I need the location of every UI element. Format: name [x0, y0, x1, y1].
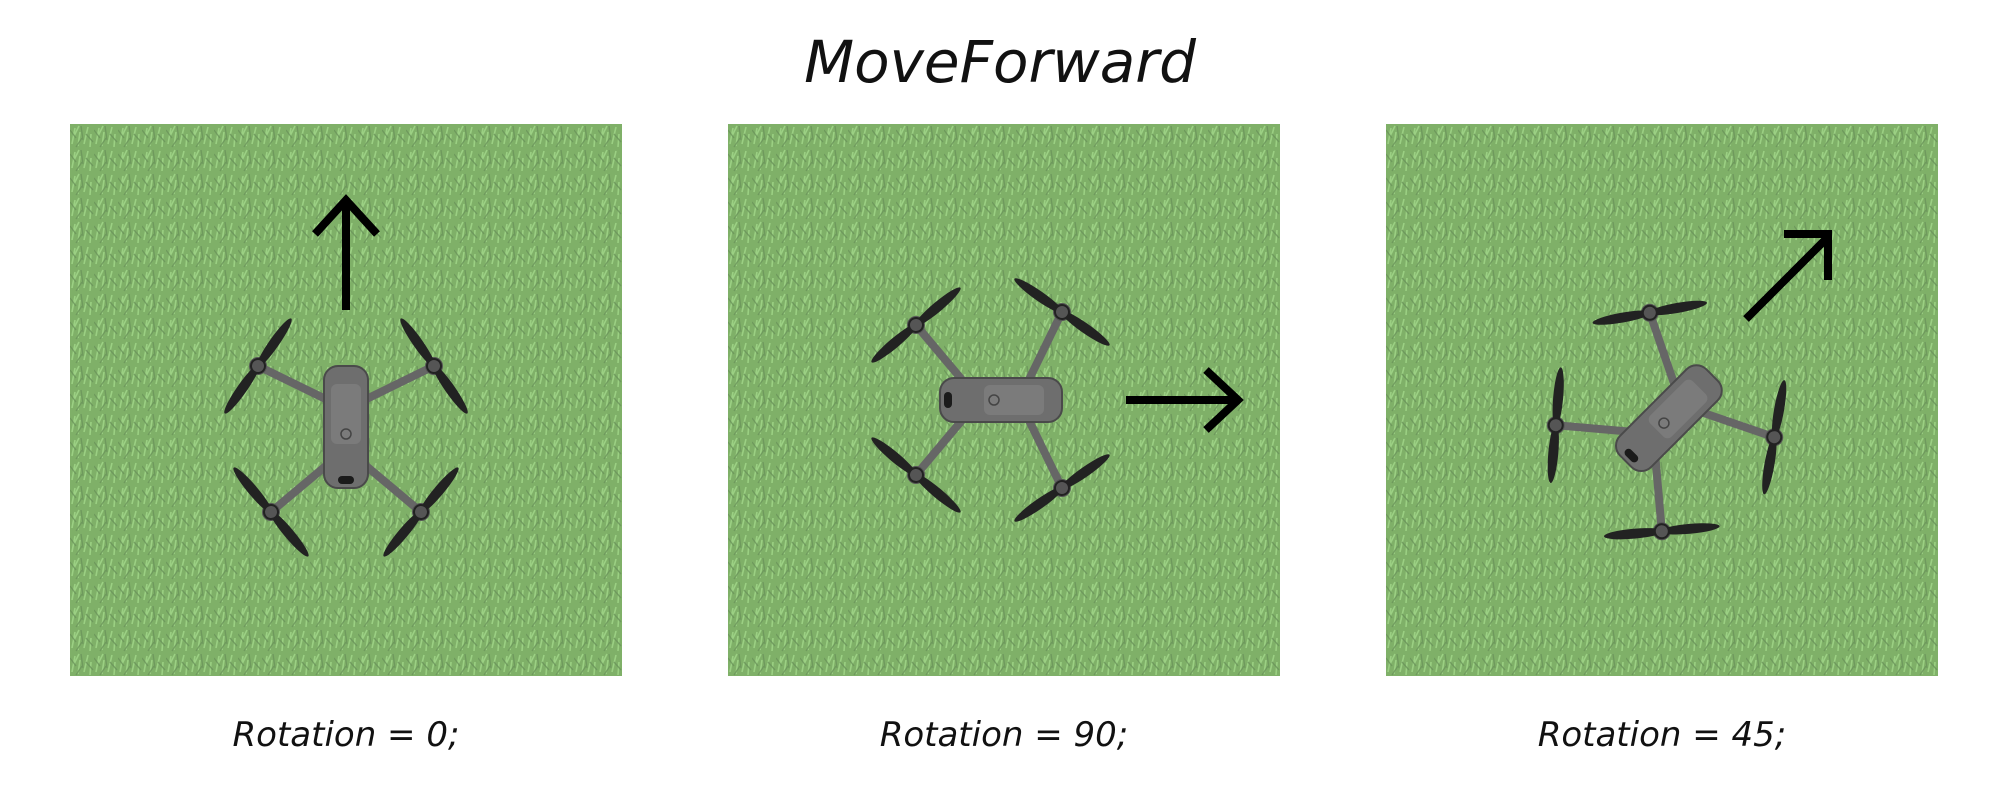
caption-rotation-45: Rotation = 45;	[1537, 715, 1787, 755]
arrow-right-icon	[1126, 367, 1244, 433]
grass-scene	[70, 124, 622, 676]
panel-rotation-90	[728, 124, 1280, 676]
arrow-up-icon	[312, 194, 380, 310]
grass-scene	[1386, 124, 1938, 676]
arrow-up-right-icon	[1743, 230, 1832, 322]
panel-rotation-45	[1386, 124, 1938, 676]
panel-rotation-0	[70, 124, 622, 676]
diagram-title: MoveForward	[804, 28, 1196, 96]
grass-scene	[728, 124, 1280, 676]
caption-rotation-90: Rotation = 90;	[879, 715, 1129, 755]
caption-rotation-0: Rotation = 0;	[232, 715, 460, 755]
